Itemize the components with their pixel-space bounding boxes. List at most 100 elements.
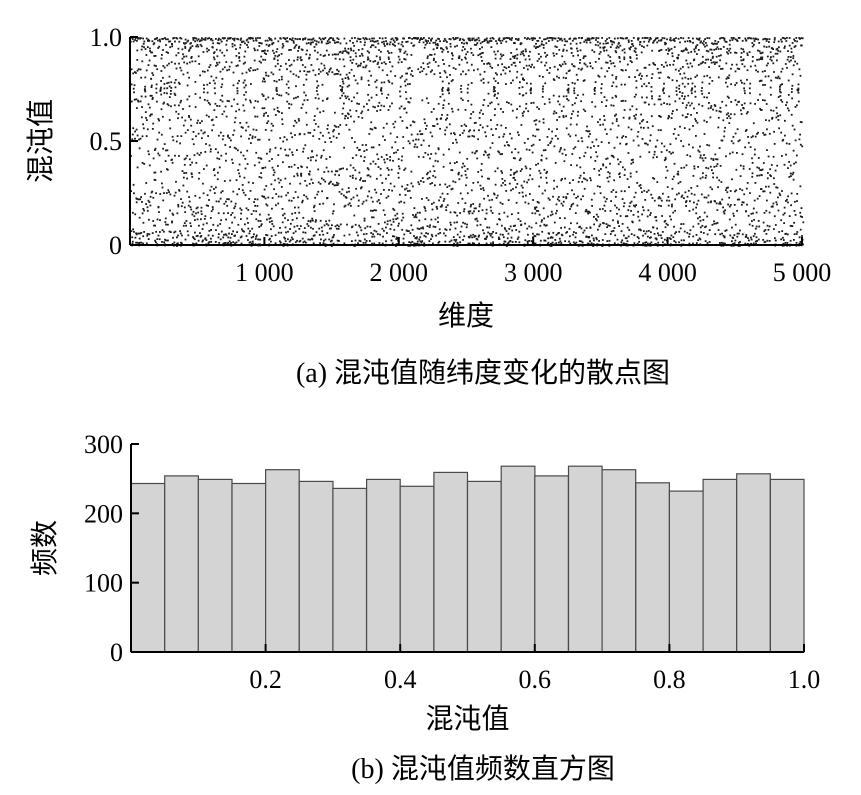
scatter-point xyxy=(574,236,577,239)
scatter-point xyxy=(546,69,549,71)
scatter-point xyxy=(658,196,661,198)
scatter-point xyxy=(427,153,429,156)
scatter-point xyxy=(246,217,249,220)
scatter-point xyxy=(498,39,500,41)
scatter-point xyxy=(218,166,221,169)
scatter-point xyxy=(238,52,240,55)
scatter-point xyxy=(573,87,576,90)
scatter-point xyxy=(697,38,699,41)
scatter-point xyxy=(470,63,473,66)
scatter-point xyxy=(289,70,292,73)
scatter-point xyxy=(598,57,600,60)
scatter-point xyxy=(764,99,766,102)
scatter-point xyxy=(641,120,643,123)
scatter-point xyxy=(432,125,434,127)
scatter-point xyxy=(507,102,510,104)
scatter-point xyxy=(505,40,508,43)
scatter-point xyxy=(657,98,660,101)
scatter-point xyxy=(740,52,743,54)
scatter-point xyxy=(616,136,619,139)
scatter-point xyxy=(665,42,667,45)
scatter-point xyxy=(511,151,513,154)
scatter-point xyxy=(206,47,208,50)
scatter-point xyxy=(373,235,376,238)
scatter-point xyxy=(494,170,497,173)
scatter-point xyxy=(766,239,769,242)
scatter-point xyxy=(530,226,533,229)
scatter-point xyxy=(728,43,731,46)
scatter-point xyxy=(154,147,157,150)
scatter-point xyxy=(415,37,417,39)
scatter-point xyxy=(542,118,545,121)
scatter-point xyxy=(384,63,387,65)
scatter-point xyxy=(228,227,231,229)
scatter-point xyxy=(779,91,782,94)
scatter-point xyxy=(322,134,324,137)
scatter-point xyxy=(575,241,578,244)
scatter-point xyxy=(668,151,671,153)
scatter-point xyxy=(603,119,606,121)
scatter-point xyxy=(389,41,392,44)
scatter-point xyxy=(362,66,365,69)
scatter-point xyxy=(608,37,611,39)
scatter-point xyxy=(157,47,160,49)
scatter-point xyxy=(764,84,766,86)
scatter-point xyxy=(244,61,246,64)
scatter-point xyxy=(505,230,508,232)
scatter-point xyxy=(363,238,366,241)
scatter-point xyxy=(545,157,548,160)
scatter-point xyxy=(216,178,219,181)
scatter-point xyxy=(582,80,585,82)
scatter-point xyxy=(589,227,592,229)
scatter-point xyxy=(392,43,395,46)
scatter-point xyxy=(704,177,707,179)
scatter-point xyxy=(669,37,672,39)
scatter-point xyxy=(553,79,556,81)
scatter-point xyxy=(528,38,531,41)
scatter-point xyxy=(213,109,216,111)
scatter-point xyxy=(705,166,708,169)
scatter-point xyxy=(233,39,236,42)
scatter-point xyxy=(722,242,725,245)
scatter-point xyxy=(787,201,789,204)
scatter-point xyxy=(456,221,458,224)
scatter-point xyxy=(796,62,799,65)
scatter-point xyxy=(221,51,224,54)
scatter-point xyxy=(600,67,603,70)
scatter-point xyxy=(147,40,149,42)
scatter-point xyxy=(673,225,675,228)
scatter-point xyxy=(537,46,540,48)
scatter-point xyxy=(777,96,780,98)
scatter-point xyxy=(660,39,663,41)
scatter-point xyxy=(498,236,500,239)
scatter-point xyxy=(314,49,316,52)
scatter-point xyxy=(251,227,254,230)
scatter-point xyxy=(595,218,597,220)
scatter-point xyxy=(131,138,134,141)
scatter-point xyxy=(656,181,659,183)
scatter-point xyxy=(742,165,745,168)
scatter-point xyxy=(599,192,602,195)
scatter-point xyxy=(472,203,475,205)
scatter-point xyxy=(367,174,370,177)
scatter-point xyxy=(577,140,580,142)
scatter-point xyxy=(424,122,426,124)
scatter-point xyxy=(711,188,713,191)
scatter-point xyxy=(306,166,308,169)
scatter-point xyxy=(321,83,324,86)
scatter-point xyxy=(637,144,640,147)
scatter-point xyxy=(615,191,618,194)
scatter-point xyxy=(315,231,318,233)
scatter-point xyxy=(324,180,327,183)
scatter-point xyxy=(222,212,225,215)
scatter-point xyxy=(325,49,328,52)
scatter-point xyxy=(772,109,775,112)
scatter-point xyxy=(356,40,358,43)
scatter-point xyxy=(663,159,666,162)
scatter-point xyxy=(345,124,348,126)
scatter-point xyxy=(631,43,634,45)
scatter-point xyxy=(709,186,712,189)
scatter-point xyxy=(712,55,714,58)
scatter-point xyxy=(416,236,418,239)
scatter-point xyxy=(328,70,330,73)
